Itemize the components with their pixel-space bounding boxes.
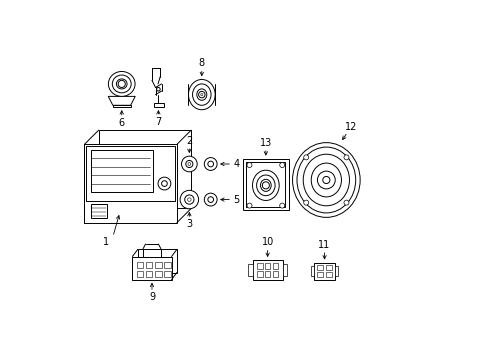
Circle shape	[158, 177, 170, 190]
Circle shape	[303, 200, 308, 205]
Circle shape	[317, 171, 335, 189]
Bar	[99, 130, 191, 208]
Bar	[264, 263, 270, 269]
Bar	[317, 272, 323, 277]
Bar	[153, 103, 163, 107]
Text: 13: 13	[259, 138, 271, 148]
Circle shape	[262, 182, 269, 189]
Text: 3: 3	[186, 220, 192, 229]
Text: 5: 5	[233, 194, 239, 204]
Circle shape	[187, 198, 191, 201]
Text: 9: 9	[149, 292, 155, 302]
Ellipse shape	[256, 175, 275, 195]
Text: 11: 11	[318, 240, 330, 250]
Bar	[145, 262, 152, 268]
Bar	[256, 271, 262, 277]
Bar	[86, 146, 175, 201]
Circle shape	[161, 181, 167, 186]
Text: 7: 7	[155, 117, 161, 127]
Circle shape	[246, 203, 251, 208]
Bar	[91, 150, 153, 193]
Bar	[264, 271, 270, 277]
Bar	[272, 271, 278, 277]
Circle shape	[198, 91, 204, 98]
Bar	[138, 249, 177, 273]
Circle shape	[303, 155, 308, 160]
Ellipse shape	[188, 80, 215, 110]
Bar	[164, 262, 170, 268]
Text: 12: 12	[345, 122, 357, 132]
Circle shape	[187, 163, 190, 165]
Text: 6: 6	[119, 118, 124, 128]
Bar	[155, 271, 161, 277]
Bar	[155, 262, 161, 268]
Bar	[325, 272, 331, 277]
Bar	[248, 264, 252, 276]
Ellipse shape	[112, 75, 131, 93]
Polygon shape	[108, 96, 135, 105]
Ellipse shape	[310, 163, 341, 197]
Bar	[310, 266, 314, 276]
Bar	[334, 266, 338, 276]
Ellipse shape	[303, 154, 349, 206]
Circle shape	[207, 161, 213, 167]
Circle shape	[185, 161, 192, 167]
Text: 4: 4	[233, 159, 239, 169]
Ellipse shape	[260, 179, 271, 192]
Ellipse shape	[196, 89, 206, 100]
Bar	[314, 262, 334, 280]
Bar	[325, 265, 331, 270]
Ellipse shape	[252, 170, 279, 201]
Ellipse shape	[296, 147, 355, 213]
Circle shape	[322, 176, 329, 184]
Bar	[84, 144, 177, 223]
Circle shape	[343, 155, 348, 160]
Bar	[256, 263, 262, 269]
Bar	[132, 257, 171, 280]
Circle shape	[204, 193, 217, 206]
Circle shape	[156, 87, 160, 91]
Circle shape	[207, 197, 213, 202]
Bar	[317, 265, 323, 270]
Bar	[282, 264, 286, 276]
Text: 10: 10	[261, 237, 273, 247]
Circle shape	[118, 80, 125, 87]
Text: 2: 2	[186, 136, 192, 146]
Ellipse shape	[192, 84, 211, 105]
Circle shape	[246, 163, 251, 167]
Bar	[246, 162, 285, 207]
Circle shape	[184, 195, 194, 204]
Bar	[242, 159, 288, 210]
Bar	[145, 271, 152, 277]
Bar	[137, 262, 143, 268]
Ellipse shape	[108, 72, 135, 96]
Circle shape	[279, 163, 284, 167]
Bar	[143, 249, 161, 257]
Circle shape	[181, 156, 197, 172]
Circle shape	[343, 200, 348, 205]
Text: 1: 1	[102, 237, 108, 247]
Bar	[91, 204, 106, 219]
Ellipse shape	[292, 143, 359, 217]
Circle shape	[204, 158, 217, 170]
Circle shape	[200, 94, 203, 96]
Bar	[137, 271, 143, 277]
Text: 8: 8	[198, 58, 204, 68]
Circle shape	[180, 190, 198, 209]
Bar	[272, 263, 278, 269]
Bar	[252, 260, 282, 280]
Bar	[113, 105, 130, 107]
Circle shape	[279, 203, 284, 208]
Ellipse shape	[116, 79, 127, 89]
Bar	[164, 271, 170, 277]
